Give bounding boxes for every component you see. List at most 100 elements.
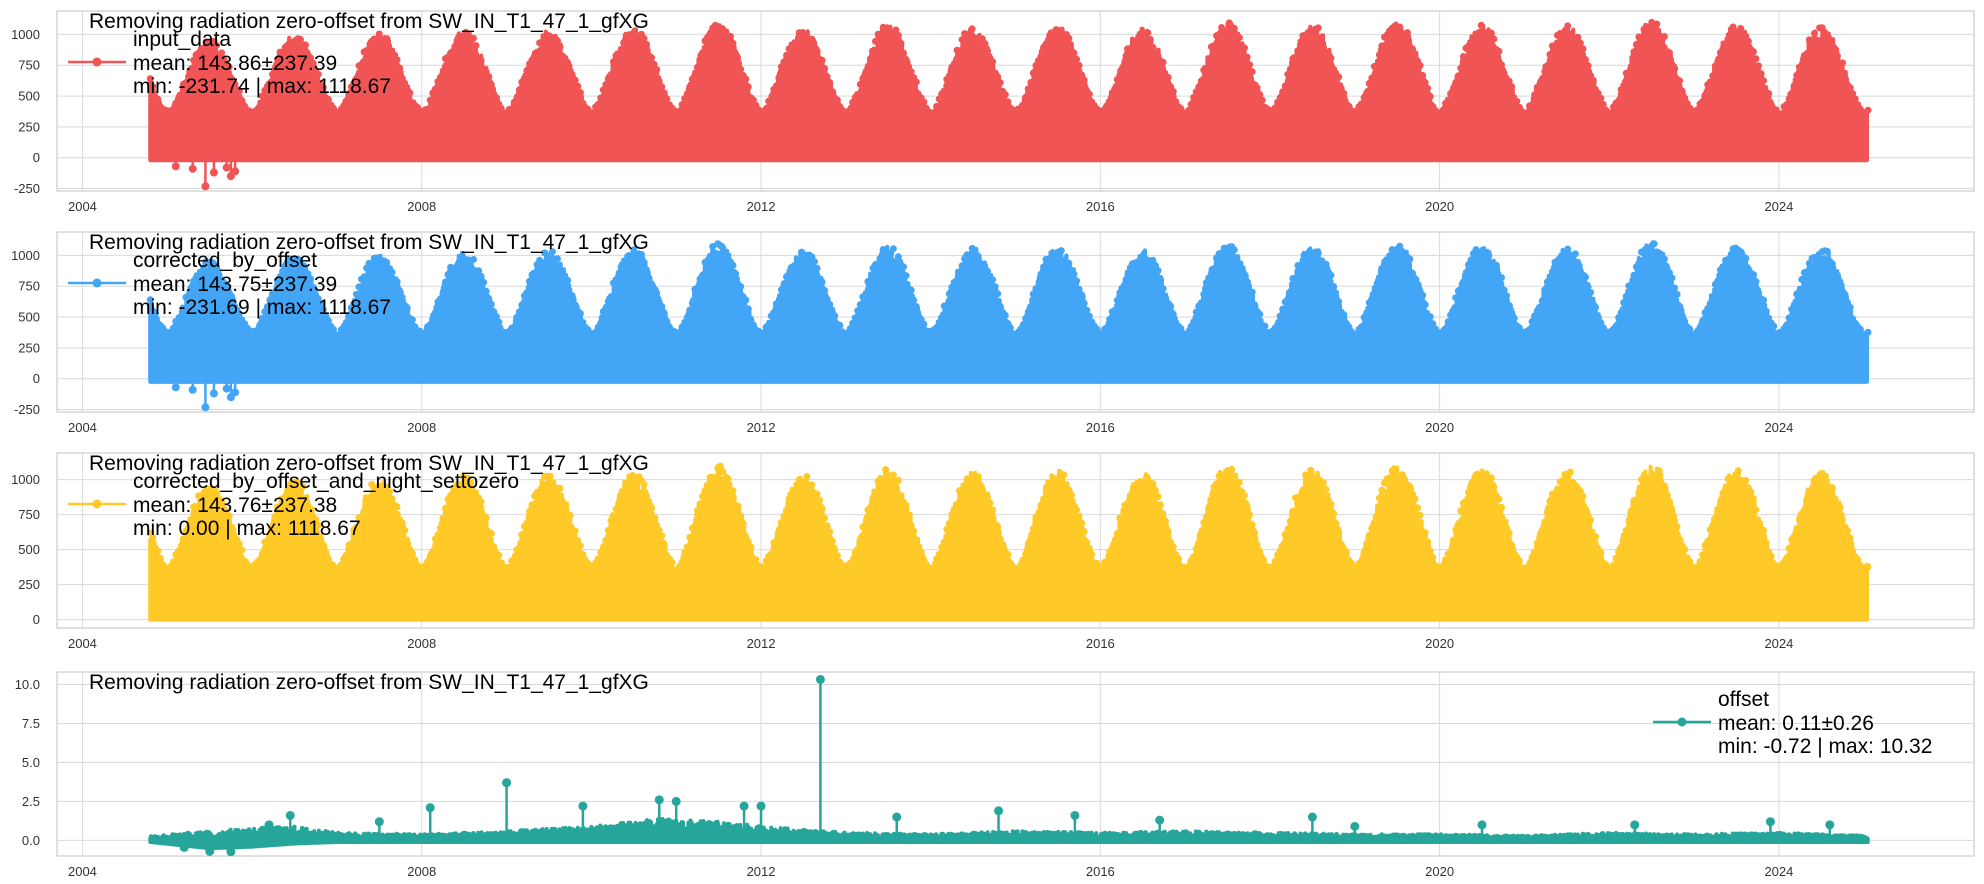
spike-point xyxy=(1070,810,1080,820)
outlier-point xyxy=(209,389,218,398)
spike-point xyxy=(994,806,1004,816)
spike-point xyxy=(654,795,664,805)
x-tick-label: 2004 xyxy=(68,420,97,435)
x-tick-label: 2016 xyxy=(1086,636,1115,651)
outlier-point xyxy=(188,164,197,173)
outlier-point xyxy=(201,182,210,191)
y-tick-label: 0 xyxy=(33,612,40,627)
legend-marker xyxy=(92,57,102,67)
y-tick-label: 500 xyxy=(18,310,40,325)
legend-stats: mean: 143.86±237.39 xyxy=(133,52,337,75)
x-tick-label: 2020 xyxy=(1425,636,1454,651)
legend-stats: mean: 143.76±237.38 xyxy=(133,494,337,517)
y-tick-label: 10.0 xyxy=(15,677,40,692)
outlier-point xyxy=(231,388,240,397)
x-tick-label: 2020 xyxy=(1425,199,1454,214)
panel-title: Removing radiation zero-offset from SW_I… xyxy=(89,671,649,694)
y-tick-label: 1000 xyxy=(11,27,40,42)
x-tick-label: 2008 xyxy=(407,199,436,214)
x-tick-label: 2012 xyxy=(747,636,776,651)
x-tick-label: 2024 xyxy=(1764,199,1793,214)
plot-content xyxy=(146,462,1872,622)
spike-point xyxy=(756,801,766,811)
panel-title: Removing radiation zero-offset from SW_I… xyxy=(89,452,649,475)
spike-point xyxy=(1350,821,1360,831)
spike-point xyxy=(1765,817,1775,827)
panel-title: Removing radiation zero-offset from SW_I… xyxy=(89,10,649,33)
panel-title: Removing radiation zero-offset from SW_I… xyxy=(89,231,649,254)
x-tick-label: 2012 xyxy=(747,864,776,879)
spike-point xyxy=(502,778,512,788)
legend-marker xyxy=(92,278,102,288)
x-tick-label: 2008 xyxy=(407,864,436,879)
y-tick-label: 500 xyxy=(18,542,40,557)
spike-point xyxy=(1630,820,1640,830)
legend: corrected_by_offset_and_night_settozerom… xyxy=(68,470,519,540)
legend-stats: min: -231.69 | max: 1118.67 xyxy=(133,296,391,319)
y-tick-label: 750 xyxy=(18,58,40,73)
spike-point xyxy=(578,801,588,811)
legend-series-name: corrected_by_offset_and_night_settozero xyxy=(133,470,519,493)
legend-stats: min: -231.74 | max: 1118.67 xyxy=(133,75,391,98)
y-tick-label: 0 xyxy=(33,150,40,165)
y-tick-label: 0 xyxy=(33,371,40,386)
panel-3: 2004 2008 2012 2016 2020 2024 0 250 500 750 1000 Re… xyxy=(11,452,1975,651)
x-tick-label: 2016 xyxy=(1086,420,1115,435)
outlier-point xyxy=(201,403,210,412)
plot-content xyxy=(148,674,1870,856)
spike-point xyxy=(1825,820,1835,830)
x-tick-label: 2008 xyxy=(407,420,436,435)
y-tick-label: 1000 xyxy=(11,472,40,487)
x-tick-label: 2024 xyxy=(1764,420,1793,435)
legend-stats: min: -0.72 | max: 10.32 xyxy=(1718,735,1932,758)
outlier-point xyxy=(231,167,240,176)
spike-point xyxy=(205,846,215,856)
legend-series-name: corrected_by_offset xyxy=(133,249,317,272)
spike-point xyxy=(425,803,435,813)
panel-1: 2004 2008 2012 2016 2020 2024 -250 0 250 500 750 10… xyxy=(11,10,1975,214)
spike-point xyxy=(892,812,902,822)
y-tick-label: 250 xyxy=(18,577,40,592)
series-markers xyxy=(146,240,1872,340)
legend-stats: mean: 143.75±237.39 xyxy=(133,273,337,296)
x-tick-label: 2024 xyxy=(1764,636,1793,651)
spike-point xyxy=(815,674,825,684)
legend-stats: min: 0.00 | max: 1118.67 xyxy=(133,517,361,540)
plot-area xyxy=(56,671,1975,857)
x-tick-label: 2024 xyxy=(1764,864,1793,879)
x-tick-label: 2004 xyxy=(68,864,97,879)
x-tick-label: 2020 xyxy=(1425,420,1454,435)
y-tick-label: 750 xyxy=(18,279,40,294)
legend-marker xyxy=(92,499,102,509)
y-tick-label: 2.5 xyxy=(22,794,40,809)
spike-point xyxy=(671,796,681,806)
series-markers xyxy=(146,18,1872,119)
spike-point xyxy=(1155,815,1165,825)
x-tick-label: 2016 xyxy=(1086,864,1115,879)
spike-point xyxy=(1307,812,1317,822)
x-tick-label: 2004 xyxy=(68,636,97,651)
x-tick-label: 2012 xyxy=(747,420,776,435)
spike-point xyxy=(264,820,274,830)
spike-point xyxy=(739,801,749,811)
spike-point xyxy=(285,810,295,820)
y-tick-label: 750 xyxy=(18,507,40,522)
x-tick-label: 2020 xyxy=(1425,864,1454,879)
spike-point xyxy=(374,817,384,827)
x-tick-label: 2012 xyxy=(747,199,776,214)
outlier-point xyxy=(171,162,180,171)
y-tick-label: 250 xyxy=(18,340,40,355)
series-corrected_by_offset xyxy=(148,240,1869,384)
outlier-point xyxy=(222,384,231,393)
y-tick-label: 5.0 xyxy=(22,755,40,770)
y-tick-label: 1000 xyxy=(11,248,40,263)
x-tick-label: 2004 xyxy=(68,199,97,214)
y-tick-label: 250 xyxy=(18,119,40,134)
x-tick-label: 2016 xyxy=(1086,199,1115,214)
plot-content xyxy=(146,18,1872,191)
outlier-point xyxy=(188,385,197,394)
